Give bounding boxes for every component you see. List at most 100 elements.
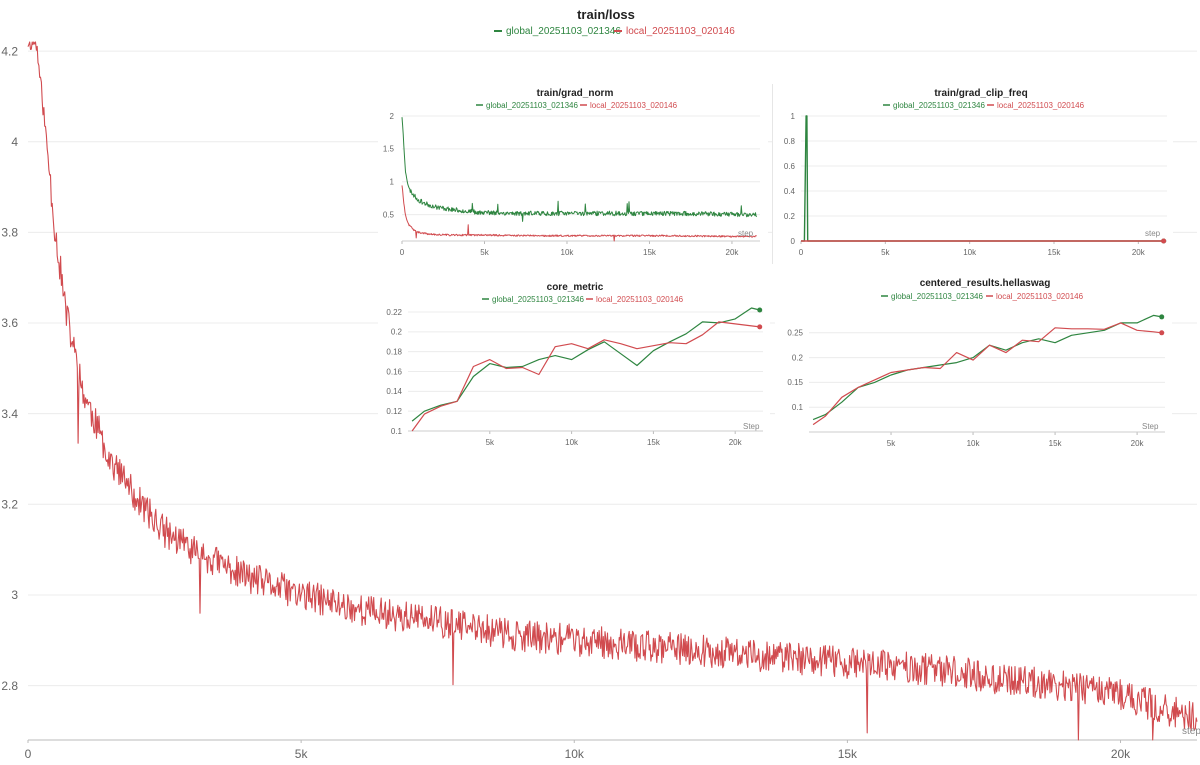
y-tick-label: 0.22: [386, 308, 402, 317]
y-tick-label: 0.2: [784, 212, 796, 221]
train-loss-x-axis-label: step: [1182, 726, 1200, 737]
y-tick-label: 3.6: [1, 316, 18, 330]
y-tick-label: 0.1: [391, 427, 403, 436]
x-tick-label: 20k: [1131, 439, 1145, 448]
hellaswag-chart: centered_results.hellaswag global_202511…: [787, 278, 1165, 448]
series-line-global: [812, 314, 1162, 421]
x-tick-label: 0: [799, 248, 804, 257]
grad-clip-freq-y-ticks: 1 0.8 0.6 0.4 0.2 0: [784, 112, 796, 246]
train-loss-legend: global_20251103_021346 local_20251103_02…: [494, 26, 735, 37]
legend-label-local: local_20251103_020146: [596, 295, 684, 304]
hellaswag-gridlines: [809, 332, 1165, 408]
grad-norm-legend: global_20251103_021346 local_20251103_02…: [476, 101, 678, 110]
x-tick-label: 10k: [565, 747, 585, 761]
legend-label-global: global_20251103_021346: [506, 26, 621, 37]
grad-clip-freq-x-ticks: 0 5k 10k 15k 20k: [799, 240, 1167, 257]
series-end-point: [1159, 314, 1165, 320]
x-tick-label: 10k: [967, 439, 981, 448]
core-metric-legend: global_20251103_021346 local_20251103_02…: [482, 295, 684, 304]
grad-clip-freq-title: train/grad_clip_freq: [934, 88, 1027, 99]
legend-label-global: global_20251103_021346: [891, 292, 983, 301]
series-end-point: [757, 307, 763, 313]
y-tick-label: 1.5: [383, 145, 395, 154]
y-tick-label: 0.18: [386, 347, 402, 356]
legend-label-local: local_20251103_020146: [996, 292, 1084, 301]
y-tick-label: 3.4: [1, 407, 18, 421]
grad-clip-freq-panel: train/grad_clip_freq global_20251103_021…: [772, 84, 1173, 264]
series-end-point: [757, 324, 763, 330]
train-loss-series: [27, 41, 1198, 741]
hellaswag-series: [812, 314, 1165, 426]
core-metric-x-ticks: 5k 10k 15k 20k: [408, 430, 763, 447]
y-tick-label: 0.5: [383, 210, 395, 219]
y-tick-label: 0.8: [784, 137, 796, 146]
grad-norm-chart: train/grad_norm global_20251103_021346 l…: [383, 88, 760, 257]
grad-norm-title: train/grad_norm: [537, 88, 614, 99]
y-tick-label: 3.2: [1, 498, 18, 512]
hellaswag-legend: global_20251103_021346 local_20251103_02…: [881, 292, 1084, 301]
legend-label-global: global_20251103_021346: [492, 295, 584, 304]
x-tick-label: 10k: [561, 248, 575, 257]
grad-norm-x-axis-label: step: [738, 229, 754, 238]
y-tick-label: 0.2: [391, 328, 403, 337]
hellaswag-panel: centered_results.hellaswag global_202511…: [775, 272, 1172, 462]
grad-norm-y-ticks: 2 1.5 1 0.5: [383, 112, 395, 220]
hellaswag-x-ticks: 5k 10k 15k 20k: [809, 431, 1165, 448]
y-tick-label: 0.1: [792, 403, 804, 412]
y-tick-label: 0.25: [787, 329, 803, 338]
y-tick-label: 0.4: [784, 187, 796, 196]
series-line-global: [801, 115, 1164, 242]
legend-label-local: local_20251103_020146: [626, 26, 735, 37]
series-line-local: [411, 321, 760, 432]
y-tick-label: 1: [390, 178, 395, 187]
x-tick-label: 20k: [729, 438, 743, 447]
x-tick-label: 20k: [1111, 747, 1131, 761]
x-tick-label: 15k: [1049, 439, 1063, 448]
y-tick-label: 4: [11, 135, 18, 149]
legend-label-global: global_20251103_021346: [893, 101, 985, 110]
x-tick-label: 15k: [838, 747, 858, 761]
hellaswag-x-axis-label: Step: [1142, 422, 1159, 431]
y-tick-label: 0.14: [386, 387, 402, 396]
x-tick-label: 20k: [726, 248, 740, 257]
x-tick-label: 10k: [963, 248, 977, 257]
series-line-local: [812, 322, 1162, 426]
train-loss-x-ticks: 0 5k 10k 15k 20k: [25, 740, 1131, 761]
series-end-point: [1159, 330, 1165, 336]
core-metric-series: [411, 307, 763, 432]
y-tick-label: 0: [791, 237, 796, 246]
core-metric-x-axis-label: Step: [743, 422, 760, 431]
series-end-point: [1161, 238, 1167, 244]
grad-clip-freq-chart: train/grad_clip_freq global_20251103_021…: [784, 88, 1167, 257]
x-tick-label: 5k: [295, 747, 309, 761]
series-line-local: [401, 185, 757, 242]
core-metric-panel: core_metric global_20251103_021346 local…: [378, 278, 770, 458]
grad-clip-freq-legend: global_20251103_021346 local_20251103_02…: [883, 101, 1085, 110]
train-loss-y-ticks: 4.2 4 3.8 3.6 3.4 3.2 3 2.8: [1, 44, 18, 693]
x-tick-label: 0: [400, 248, 405, 257]
x-tick-label: 0: [25, 747, 32, 761]
x-tick-label: 5k: [480, 248, 489, 257]
legend-label-local: local_20251103_020146: [997, 101, 1085, 110]
core-metric-gridlines: [408, 311, 763, 432]
hellaswag-y-ticks: 0.25 0.2 0.15 0.1: [787, 329, 803, 412]
y-tick-label: 0.6: [784, 162, 796, 171]
y-tick-label: 0.15: [787, 378, 803, 387]
y-tick-label: 0.2: [792, 353, 804, 362]
y-tick-label: 2.8: [1, 679, 18, 693]
x-tick-label: 15k: [647, 438, 661, 447]
core-metric-y-ticks: 0.22 0.2 0.18 0.16 0.14 0.12 0.1: [386, 308, 402, 436]
series-line-global: [411, 307, 760, 422]
y-tick-label: 0.12: [386, 407, 402, 416]
grad-norm-gridlines: [402, 115, 760, 216]
grad-clip-freq-gridlines: [801, 115, 1167, 242]
x-tick-label: 5k: [486, 438, 495, 447]
x-tick-label: 15k: [1048, 248, 1062, 257]
series-line-global: [401, 117, 758, 222]
x-tick-label: 5k: [887, 439, 896, 448]
x-tick-label: 5k: [881, 248, 890, 257]
x-tick-label: 20k: [1132, 248, 1146, 257]
legend-label-local: local_20251103_020146: [590, 101, 678, 110]
grad-clip-freq-series: [801, 115, 1167, 244]
